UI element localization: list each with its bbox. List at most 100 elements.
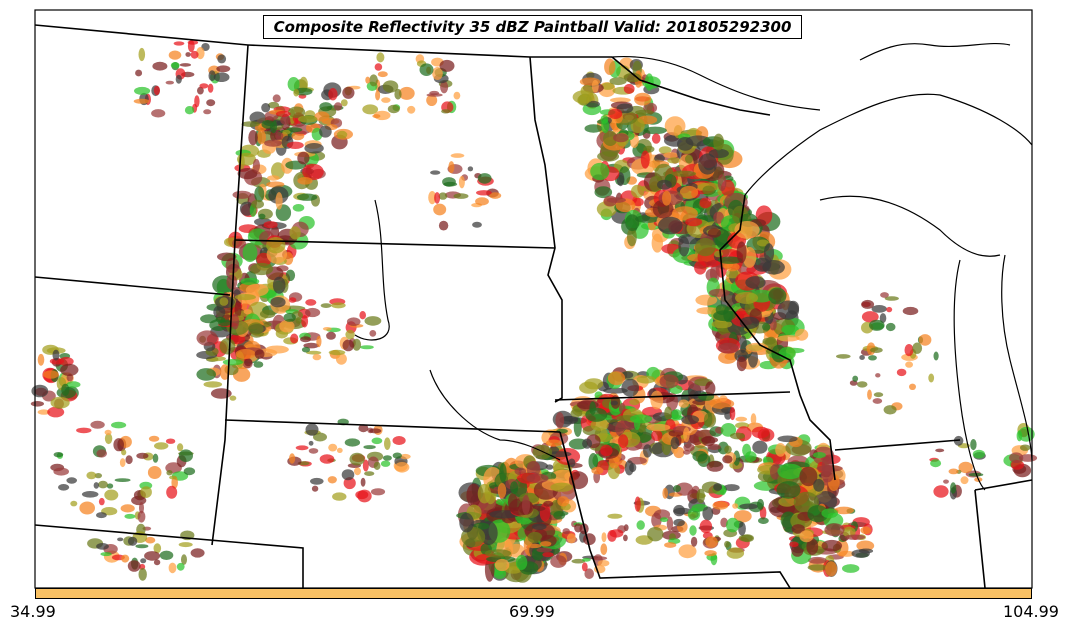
reflectivity-blob (673, 504, 685, 517)
reflectivity-blob (208, 70, 216, 82)
reflectivity-blob (275, 192, 283, 210)
reflectivity-blob (270, 297, 286, 308)
reflectivity-blob (745, 451, 757, 462)
reflectivity-blob (181, 554, 187, 565)
reflectivity-blob (723, 262, 740, 272)
reflectivity-blob (86, 471, 97, 480)
reflectivity-blob (514, 467, 527, 476)
reflectivity-blob (203, 381, 223, 388)
reflectivity-blob (438, 220, 449, 231)
reflectivity-blob (675, 482, 693, 496)
reflectivity-blob (147, 466, 162, 479)
reflectivity-blob (875, 373, 881, 378)
reflectivity-blob (297, 177, 313, 185)
reflectivity-blob (382, 455, 392, 461)
reflectivity-blob (806, 538, 819, 555)
reflectivity-blob (466, 483, 482, 508)
reflectivity-blob (178, 449, 193, 463)
reflectivity-blob (341, 469, 355, 481)
reflectivity-blob (106, 483, 114, 489)
state-line (974, 489, 986, 589)
reflectivity-blob (738, 521, 746, 536)
reflectivity-blob (342, 86, 355, 99)
reflectivity-blob (93, 482, 100, 489)
reflectivity-blob (933, 485, 949, 498)
reflectivity-blob (664, 116, 686, 136)
reflectivity-blob (373, 461, 381, 470)
reflectivity-blob (542, 552, 554, 558)
reflectivity-blob (821, 508, 838, 519)
reflectivity-blob (526, 473, 549, 483)
reflectivity-blob (453, 193, 469, 199)
reflectivity-blob (912, 342, 923, 354)
reflectivity-blob (757, 498, 764, 510)
reflectivity-blob (241, 121, 260, 127)
map-title: Composite Reflectivity 35 dBZ Paintball … (263, 15, 802, 39)
reflectivity-blob (701, 435, 716, 447)
reflectivity-blob (216, 65, 231, 73)
reflectivity-blob (583, 533, 596, 546)
reflectivity-blob (654, 154, 665, 163)
reflectivity-blob (597, 560, 610, 567)
reflectivity-blob (960, 476, 969, 485)
reflectivity-blob (125, 455, 133, 465)
reflectivity-blob (362, 459, 369, 472)
reflectivity-blob (394, 88, 402, 100)
reflectivity-blob (699, 197, 712, 209)
reflectivity-blob (653, 509, 671, 520)
reflectivity-blob (175, 74, 182, 84)
reflectivity-blob (144, 551, 161, 561)
reflectivity-blob (310, 477, 324, 485)
reflectivity-blob (104, 433, 113, 445)
reflectivity-blob (836, 354, 851, 359)
reflectivity-blob (677, 137, 694, 151)
reflectivity-blob (867, 389, 872, 400)
reflectivity-blob (104, 429, 112, 436)
reflectivity-blob (943, 479, 949, 484)
reflectivity-blob (137, 510, 146, 523)
reflectivity-blob (627, 227, 637, 247)
state-line (529, 56, 563, 403)
reflectivity-blob (825, 561, 838, 577)
reflectivity-blob (896, 368, 907, 377)
reflectivity-blob (279, 320, 295, 333)
reflectivity-blob (138, 568, 147, 581)
reflectivity-blob (206, 99, 216, 107)
upper-lake-coast (859, 42, 1011, 61)
reflectivity-blob (199, 83, 209, 89)
reflectivity-blob (636, 520, 645, 530)
reflectivity-blob (972, 449, 986, 459)
reflectivity-blob (328, 88, 338, 101)
reflectivity-blob (777, 335, 800, 342)
reflectivity-blob (219, 297, 229, 306)
reflectivity-blob (127, 560, 141, 572)
reflectivity-blob (254, 349, 265, 360)
reflectivity-blob (133, 98, 150, 104)
reflectivity-blob (852, 375, 859, 382)
reflectivity-blob (319, 125, 332, 138)
reflectivity-blob (98, 497, 105, 506)
reflectivity-blob (234, 294, 256, 301)
reflectivity-blob (670, 436, 680, 450)
reflectivity-blob (399, 453, 411, 460)
reflectivity-blob (568, 458, 576, 468)
reflectivity-blob (113, 438, 124, 452)
reflectivity-blob (860, 526, 872, 535)
reflectivity-blob (138, 47, 146, 62)
superior-north-shore (611, 56, 821, 111)
reflectivity-blob (275, 132, 284, 140)
reflectivity-paintball-layer (30, 40, 1038, 583)
state-line (719, 194, 836, 481)
reflectivity-blob (250, 262, 274, 276)
state-boundaries (34, 24, 1033, 589)
reflectivity-blob (222, 359, 243, 366)
reflectivity-blob (332, 492, 347, 501)
reflectivity-blob (114, 478, 131, 482)
reflectivity-blob (664, 542, 677, 548)
reflectivity-blob (322, 327, 332, 331)
reflectivity-blob (60, 363, 79, 376)
reflectivity-blob (499, 463, 507, 483)
reflectivity-blob (345, 329, 355, 340)
reflectivity-blob (166, 470, 173, 476)
reflectivity-blob (734, 291, 759, 304)
